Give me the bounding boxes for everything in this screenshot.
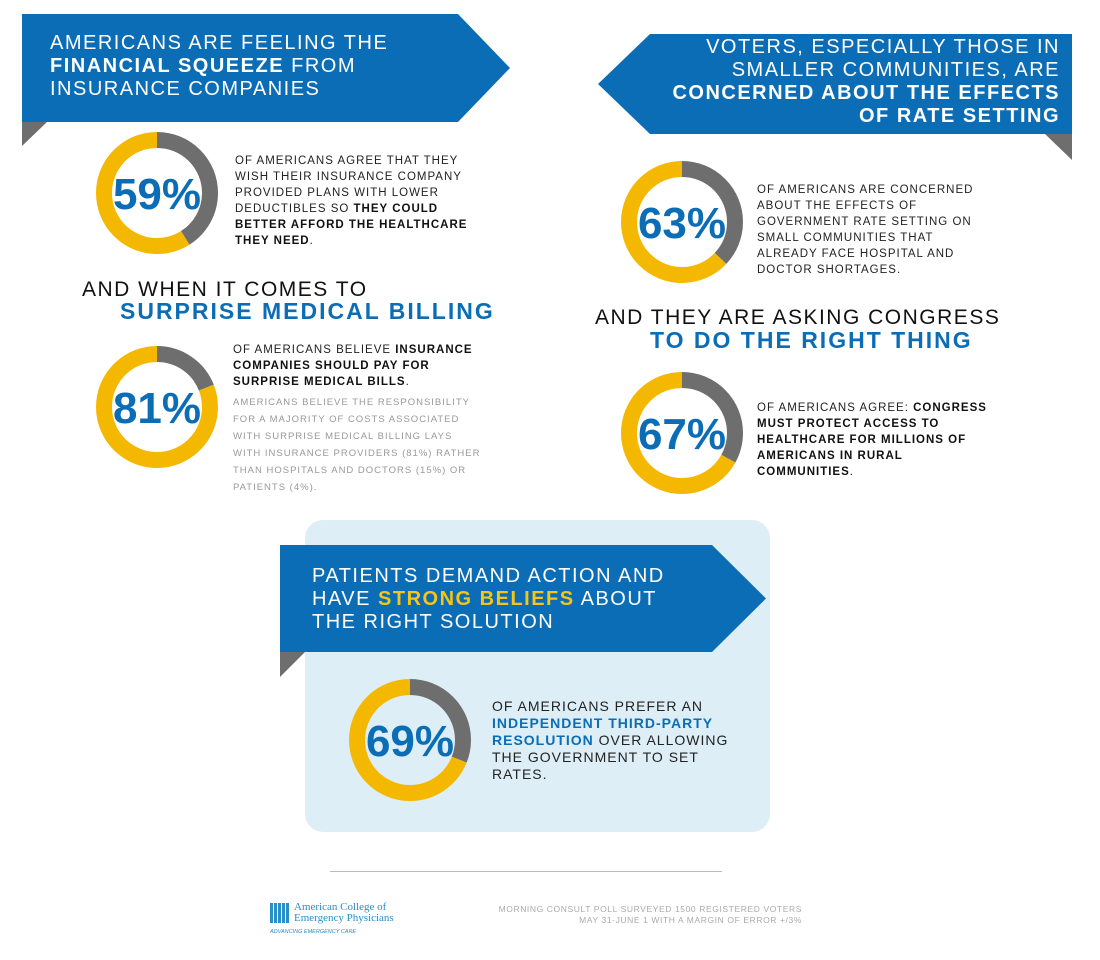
heading-congress: AND THEY ARE ASKING CONGRESS (595, 306, 1001, 329)
stat-69-text: OF AMERICANS PREFER AN INDEPENDENT THIRD… (492, 698, 729, 782)
heading-surprise-accent: SURPRISE MEDICAL BILLING (120, 298, 495, 324)
banner-bold: FINANCIAL SQUEEZE (50, 55, 285, 77)
banner-line: VOTERS, ESPECIALLY THOSE IN (706, 36, 1060, 58)
banner-line: PATIENTS DEMAND ACTION AND (312, 565, 665, 587)
banner-line: FROM (284, 55, 356, 77)
donut-67: 67% (621, 372, 743, 494)
heading-surprise: AND WHEN IT COMES TO (82, 278, 368, 301)
banner-line: SMALLER COMMUNITIES, ARE (731, 59, 1060, 81)
donut-69: 69% (349, 679, 471, 801)
donut-remainder-segment (621, 372, 743, 494)
banner-fold (22, 122, 47, 146)
logo-text: Emergency Physicians (294, 912, 394, 924)
banner-financial-squeeze: AMERICANS ARE FEELING THE FINANCIAL SQUE… (22, 14, 510, 122)
logo-text: American College of (294, 901, 387, 913)
donut-remainder-segment (349, 679, 471, 801)
donut-label: 63% (638, 199, 726, 248)
banner-bold: CONCERNED ABOUT THE EFFECTS (672, 82, 1060, 104)
donut-remainder-segment (621, 161, 743, 283)
banner-fold (1045, 134, 1072, 160)
donut-81: 81% (96, 346, 218, 468)
logo-tagline: ADVANCING EMERGENCY CARE (270, 929, 357, 935)
donut-remainder-segment (96, 346, 218, 468)
banner-accent: STRONG BELIEFS (378, 588, 575, 610)
donut-label: 59% (113, 170, 201, 219)
banner-line: THE RIGHT SOLUTION (312, 611, 555, 633)
heading-congress-accent: TO DO THE RIGHT THING (650, 327, 973, 353)
banner-line: AMERICANS ARE FEELING THE (50, 32, 389, 54)
poll-source: MORNING CONSULT POLL SURVEYED 1500 REGIS… (498, 904, 802, 925)
stat-81-text: OF AMERICANS BELIEVE INSURANCE COMPANIES… (233, 344, 473, 388)
divider (330, 871, 722, 872)
banner-bold: OF RATE SETTING (858, 105, 1060, 127)
stat-63-text: OF AMERICANS ARE CONCERNED ABOUT THE EFF… (757, 184, 974, 276)
banner-rate-setting: VOTERS, ESPECIALLY THOSE IN SMALLER COMM… (598, 34, 1072, 134)
stat-81-detail: AMERICANS BELIEVE THE RESPONSIBILITY FOR… (233, 397, 481, 493)
stat-67-text: OF AMERICANS AGREE: CONGRESS MUST PROTEC… (757, 402, 987, 478)
stat-59-text: OF AMERICANS AGREE THAT THEY WISH THEIR … (235, 155, 468, 247)
banner-line: INSURANCE COMPANIES (50, 78, 321, 100)
banner-strong-beliefs: PATIENTS DEMAND ACTION AND HAVE STRONG B… (280, 545, 766, 652)
donut-63: 63% (621, 161, 743, 283)
logo-grid-icon (270, 903, 290, 923)
donut-remainder-segment (96, 132, 218, 254)
donut-label: 69% (366, 717, 454, 766)
donut-label: 81% (113, 384, 201, 433)
donut-59: 59% (96, 132, 218, 254)
banner-fold (280, 652, 305, 677)
donut-label: 67% (638, 410, 726, 459)
